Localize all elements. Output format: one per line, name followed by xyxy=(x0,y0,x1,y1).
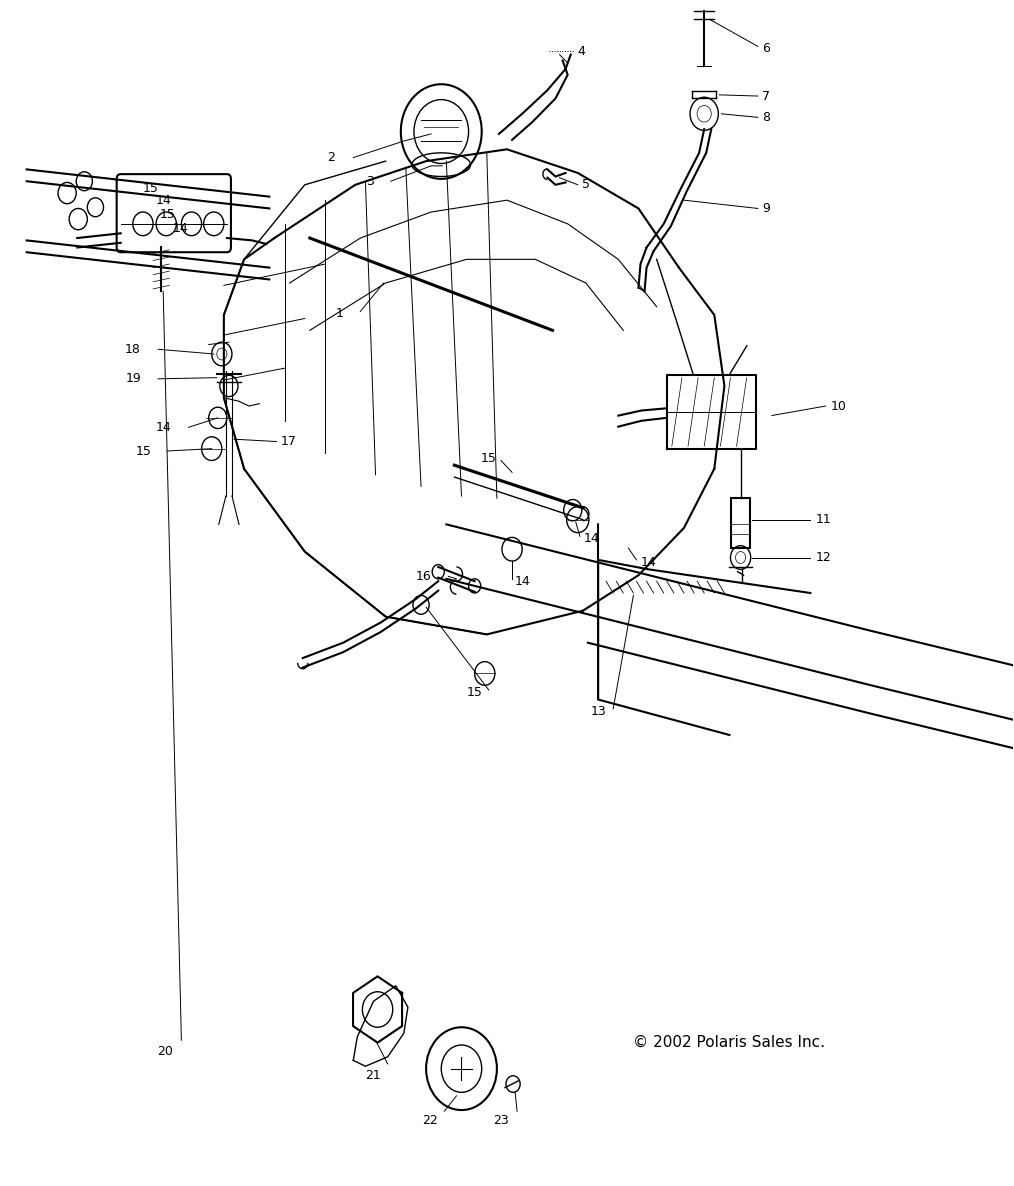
Text: 20: 20 xyxy=(157,1045,173,1058)
Text: 19: 19 xyxy=(125,372,141,385)
Text: 6: 6 xyxy=(762,43,770,56)
Text: 16: 16 xyxy=(416,570,431,584)
Text: 11: 11 xyxy=(815,514,831,527)
FancyBboxPatch shape xyxy=(731,498,749,548)
Text: 14: 14 xyxy=(515,575,531,588)
Text: 17: 17 xyxy=(281,435,296,448)
Text: 23: 23 xyxy=(493,1114,509,1127)
Text: 14: 14 xyxy=(641,556,656,569)
Text: 9: 9 xyxy=(762,202,770,215)
Text: 7: 7 xyxy=(762,90,770,102)
Text: 4: 4 xyxy=(578,45,586,58)
Text: 15: 15 xyxy=(466,686,483,699)
Text: 10: 10 xyxy=(830,400,847,413)
Text: 18: 18 xyxy=(125,343,141,356)
Text: 14: 14 xyxy=(155,421,171,434)
Text: 14: 14 xyxy=(584,533,599,546)
Text: 1: 1 xyxy=(336,307,343,320)
Text: 22: 22 xyxy=(423,1114,438,1127)
Text: 21: 21 xyxy=(365,1069,380,1082)
Text: 2: 2 xyxy=(328,151,335,164)
Text: 5: 5 xyxy=(582,178,590,191)
FancyBboxPatch shape xyxy=(117,174,231,253)
Text: 14: 14 xyxy=(155,193,171,206)
Text: 15: 15 xyxy=(159,208,175,221)
Text: 3: 3 xyxy=(366,174,373,187)
Text: 14: 14 xyxy=(172,222,189,235)
Text: 8: 8 xyxy=(762,110,770,123)
Text: © 2002 Polaris Sales Inc.: © 2002 Polaris Sales Inc. xyxy=(634,1035,825,1050)
Text: 15: 15 xyxy=(135,445,151,458)
Text: 15: 15 xyxy=(481,452,497,465)
Text: 13: 13 xyxy=(590,704,606,718)
Text: 15: 15 xyxy=(142,181,158,195)
Text: 12: 12 xyxy=(815,551,831,565)
